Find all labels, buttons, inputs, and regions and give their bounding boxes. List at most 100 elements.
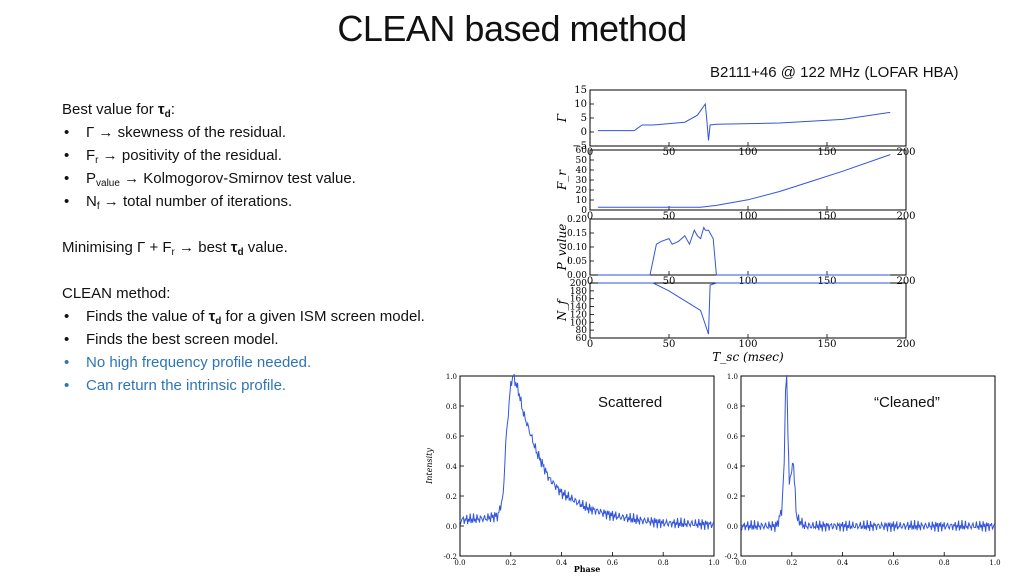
chart-frame-5 bbox=[740, 375, 996, 557]
ytick-label-3-1: 180 bbox=[570, 287, 587, 297]
xtick-label-4-4: 0.8 bbox=[658, 559, 669, 567]
clean-bullet-2: Finds the best screen model. bbox=[62, 328, 442, 351]
xtick-label-2-3: 150 bbox=[817, 276, 836, 287]
xtick-label-4-1: 0.2 bbox=[505, 559, 516, 567]
xtick-label-4-5: 1.0 bbox=[708, 559, 719, 567]
clean-bullet-3: No high frequency profile needed. bbox=[62, 351, 442, 374]
ytick-label-5-2: 0.6 bbox=[727, 433, 739, 441]
ytick-label-3-7: 60 bbox=[576, 334, 588, 344]
ytick-label-2-2: 0.10 bbox=[567, 243, 587, 253]
ylabel-1: F_r bbox=[555, 169, 569, 191]
clean-bullet-1: Finds the value of τd for a given ISM sc… bbox=[62, 305, 442, 328]
ytick-label-5-4: 0.2 bbox=[727, 493, 738, 501]
ytick-label-5-6: -0.2 bbox=[725, 553, 739, 561]
xtick-label-0-3: 150 bbox=[817, 147, 836, 158]
xtick-label-5-5: 1.0 bbox=[989, 559, 1000, 567]
series-line-4-0 bbox=[459, 373, 715, 531]
ylabel-0: Γ bbox=[555, 113, 569, 123]
ytick-label-4-5: 0.0 bbox=[446, 523, 457, 531]
cleaned-label: “Cleaned” bbox=[874, 394, 940, 411]
ytick-label-5-5: 0.0 bbox=[727, 523, 738, 531]
tau-symbol: τ bbox=[157, 101, 165, 118]
ytick-label-5-0: 1.0 bbox=[727, 373, 738, 381]
ytick-label-5-1: 0.8 bbox=[727, 403, 738, 411]
best-value-line: Best value for τd: bbox=[62, 101, 175, 120]
xlabel-3: T_sc (msec) bbox=[712, 350, 784, 364]
xtick-label-0-0: 0 bbox=[587, 147, 593, 158]
xtick-label-4-3: 0.6 bbox=[607, 559, 619, 567]
xtick-label-2-0: 0 bbox=[587, 276, 593, 287]
ytick-label-1-2: 40 bbox=[576, 166, 588, 176]
series-line-0-0 bbox=[597, 102, 891, 141]
xtick-label-2-1: 50 bbox=[663, 276, 676, 287]
ytick-label-1-0: 60 bbox=[576, 146, 588, 156]
xtick-label-2-4: 200 bbox=[896, 276, 915, 287]
metric-bullets: Γ → skewness of the residual. Fr → posit… bbox=[62, 121, 442, 213]
clean-bullets: Finds the value of τd for a given ISM sc… bbox=[62, 305, 442, 397]
ytick-label-1-5: 10 bbox=[576, 196, 588, 206]
clean-bullet-4: Can return the intrinsic profile. bbox=[62, 374, 442, 397]
xtick-label-0-2: 100 bbox=[738, 147, 757, 158]
xtick-label-3-0: 0 bbox=[587, 339, 593, 350]
chart-frame-2 bbox=[589, 218, 907, 276]
series-line-2-0 bbox=[597, 226, 891, 276]
xtick-label-3-3: 150 bbox=[817, 339, 836, 350]
ytick-label-4-0: 1.0 bbox=[446, 373, 457, 381]
ytick-label-1-1: 50 bbox=[576, 156, 588, 166]
xtick-label-0-4: 200 bbox=[896, 147, 915, 158]
xtick-label-5-4: 0.8 bbox=[939, 559, 950, 567]
ytick-label-2-1: 0.15 bbox=[567, 229, 587, 239]
slide-title: CLEAN based method bbox=[337, 8, 687, 49]
ytick-label-5-3: 0.4 bbox=[727, 463, 739, 471]
ytick-label-2-3: 0.05 bbox=[567, 257, 587, 267]
series-line-3-0 bbox=[597, 282, 891, 335]
xtick-label-5-2: 0.4 bbox=[837, 559, 849, 567]
bullet-nf: Nf → total number of iterations. bbox=[62, 190, 442, 213]
chart-frame-0 bbox=[589, 89, 907, 147]
bullet-pvalue: Pvalue → Kolmogorov-Smirnov test value. bbox=[62, 167, 442, 190]
xtick-label-4-0: 0.0 bbox=[454, 559, 465, 567]
left-text-column: Best value for τd: Γ → skewness of the r… bbox=[62, 98, 442, 397]
xtick-label-1-2: 100 bbox=[738, 211, 757, 222]
ytick-label-2-4: 0.00 bbox=[567, 271, 587, 281]
xtick-label-1-3: 150 bbox=[817, 211, 836, 222]
xtick-label-2-2: 100 bbox=[738, 276, 757, 287]
slide-subtitle: B2111+46 @ 122 MHz (LOFAR HBA) bbox=[710, 64, 959, 81]
xtick-label-3-4: 200 bbox=[896, 339, 915, 350]
ytick-label-3-5: 100 bbox=[570, 318, 587, 328]
clean-method-header: CLEAN method: bbox=[62, 285, 171, 302]
xtick-label-3-2: 100 bbox=[738, 339, 757, 350]
series-line-5-0 bbox=[740, 374, 996, 533]
ytick-label-3-2: 160 bbox=[570, 295, 587, 305]
xtick-label-4-2: 0.4 bbox=[556, 559, 568, 567]
ylabel-3: N_f bbox=[555, 297, 569, 322]
chart-frame-3 bbox=[589, 282, 907, 339]
xtick-label-0-1: 50 bbox=[663, 147, 676, 158]
ytick-label-2-0: 0.20 bbox=[567, 215, 587, 225]
xtick-label-5-0: 0.0 bbox=[735, 559, 746, 567]
ytick-label-0-4: −5 bbox=[572, 141, 587, 152]
ytick-label-3-3: 140 bbox=[570, 303, 587, 313]
xtick-label-1-4: 200 bbox=[896, 211, 915, 222]
ytick-label-3-0: 200 bbox=[570, 279, 587, 289]
xtick-label-5-1: 0.2 bbox=[786, 559, 797, 567]
ytick-label-4-2: 0.6 bbox=[446, 433, 458, 441]
ytick-label-3-6: 80 bbox=[576, 326, 588, 336]
ytick-label-1-6: 0 bbox=[581, 206, 587, 216]
ytick-label-3-4: 120 bbox=[570, 310, 587, 320]
minimising-line: Minimising Γ + Fr → best τd value. bbox=[62, 239, 288, 258]
scattered-label: Scattered bbox=[598, 394, 663, 411]
ylabel-4: Intensity bbox=[425, 448, 434, 485]
ytick-label-0-1: 10 bbox=[574, 99, 587, 110]
ytick-label-1-3: 30 bbox=[576, 176, 588, 186]
xtick-label-1-1: 50 bbox=[663, 211, 676, 222]
bullet-gamma: Γ → skewness of the residual. bbox=[62, 121, 442, 144]
chart-frame-4 bbox=[459, 375, 715, 557]
ytick-label-0-2: 5 bbox=[581, 113, 587, 124]
ytick-label-1-4: 20 bbox=[576, 186, 588, 196]
bullet-fr: Fr → positivity of the residual. bbox=[62, 144, 442, 167]
xlabel-4: Phase bbox=[574, 564, 601, 574]
ytick-label-4-4: 0.2 bbox=[446, 493, 457, 501]
xtick-label-5-3: 0.6 bbox=[888, 559, 900, 567]
ytick-label-4-6: -0.2 bbox=[444, 553, 458, 561]
